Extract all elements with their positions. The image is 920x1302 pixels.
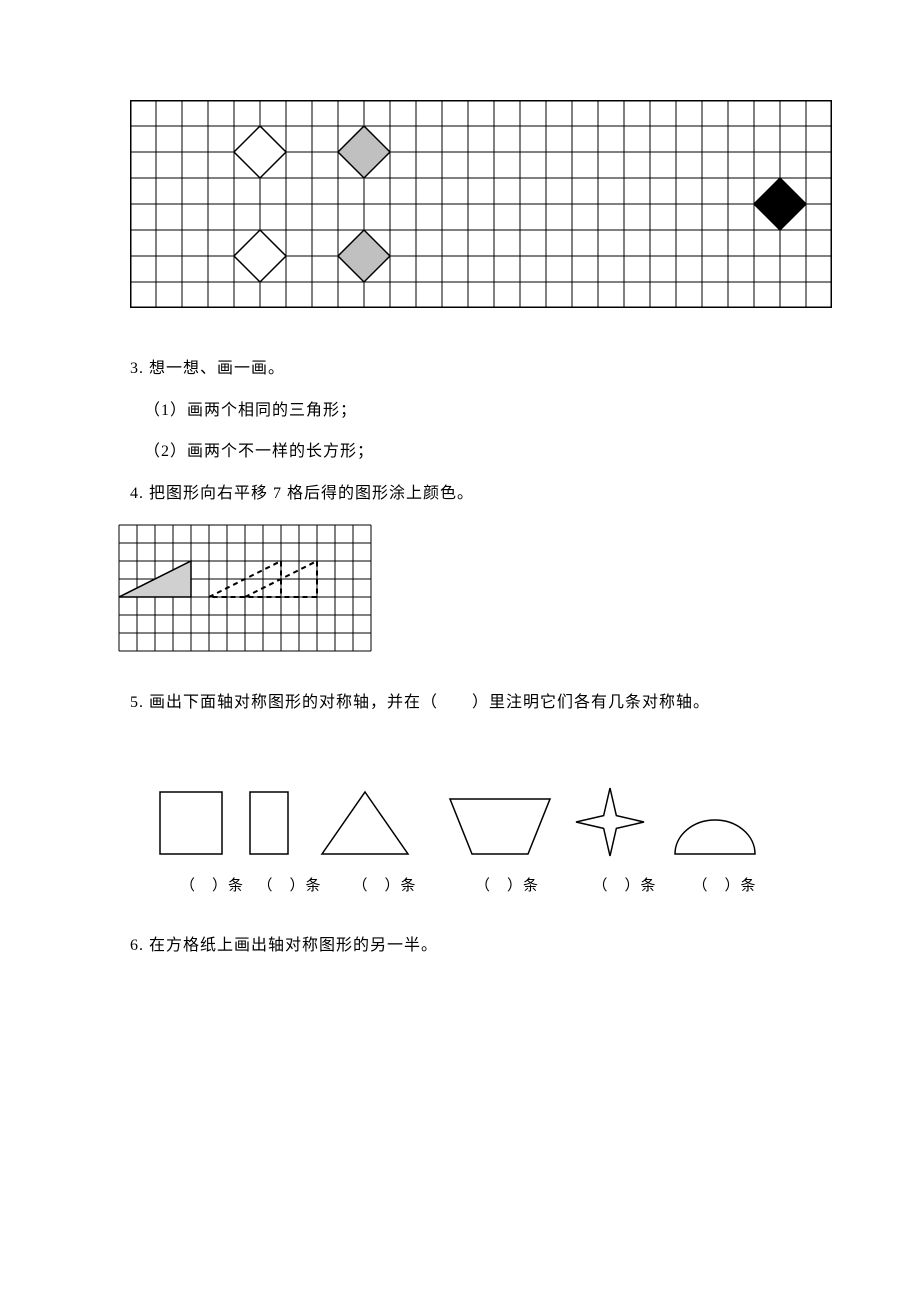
q3-sub1: （1）画两个相同的三角形； [130,390,790,432]
label-trapezoid: （ ）条 [442,874,572,895]
label-rectangle: （ ）条 [252,874,327,895]
grid-diamonds-svg [130,100,832,308]
figure-symmetry-shapes: （ ）条 （ ）条 （ ）条 （ ）条 （ ）条 （ ）条 [150,774,790,895]
figure-grid-diamonds [130,100,790,308]
label-triangle: （ ）条 [327,874,442,895]
label-star: （ ）条 [572,874,677,895]
q5-title: 5. 画出下面轴对称图形的对称轴，并在（ ）里注明它们各有几条对称轴。 [130,682,790,724]
symmetry-labels-row: （ ）条 （ ）条 （ ）条 （ ）条 （ ）条 （ ）条 [172,874,790,895]
label-square: （ ）条 [172,874,252,895]
q4-title: 4. 把图形向右平移 7 格后得的图形涂上颜色。 [130,473,790,515]
q6-title: 6. 在方格纸上画出轴对称图形的另一半。 [130,925,790,967]
worksheet-page: 3. 想一想、画一画。 （1）画两个相同的三角形； （2）画两个不一样的长方形；… [0,0,920,1027]
q3-sub2: （2）画两个不一样的长方形； [130,431,790,473]
translate-triangle-svg [118,524,372,652]
q3-title: 3. 想一想、画一画。 [130,348,790,390]
figure-translate-triangle [118,524,790,652]
label-semicircle: （ ）条 [677,874,772,895]
symmetry-shapes-svg [150,774,770,874]
